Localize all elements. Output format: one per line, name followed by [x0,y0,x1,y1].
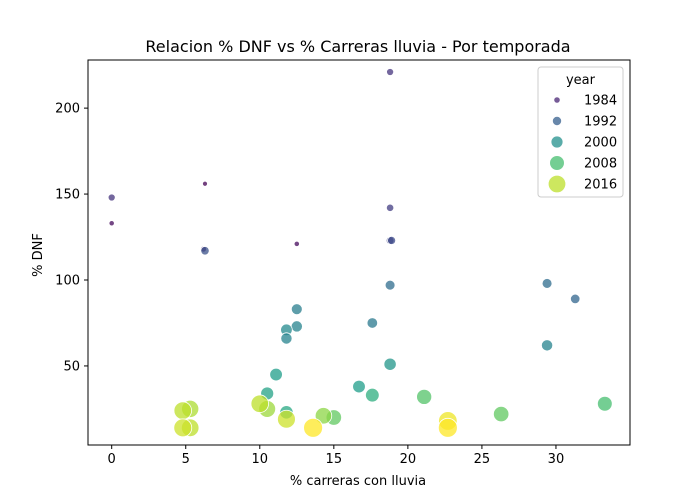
scatter-point [173,418,193,438]
scatter-point [277,409,296,429]
scatter-point [173,401,192,420]
x-axis: 0 5 10 15 20 25 30 [108,445,565,467]
y-axis-label: % DNF [31,233,46,277]
legend-label: 1992 [584,115,617,130]
y-tick-label: 100 [55,274,80,289]
scatter-point [384,279,396,291]
scatter-point [437,417,458,438]
x-tick-label: 0 [108,452,116,467]
x-tick-label: 25 [474,452,491,467]
scatter-point [293,240,300,247]
scatter-point [269,367,283,382]
x-axis-label: % carreras con lluvia [290,474,426,489]
plot-area [107,68,613,438]
scatter-point [250,394,269,413]
legend-label: 2008 [584,157,617,172]
x-tick-label: 10 [252,452,269,467]
legend-title: year [566,73,596,88]
scatter-point [386,68,395,76]
legend-marker [550,135,564,149]
scatter-point [366,317,379,329]
scatter-point [385,203,395,212]
y-axis: 50 100 150 200 [55,102,88,374]
legend: year 1984 1992 2000 2008 2016 [537,66,624,198]
legend-marker [547,174,567,194]
y-tick-label: 50 [63,359,80,374]
x-tick-label: 30 [548,452,565,467]
legend-label: 1984 [584,94,617,109]
scatter-point [314,407,333,425]
scatter-point [387,235,397,245]
x-tick-label: 20 [400,452,417,467]
scatter-point [570,293,581,305]
scatter-point [290,303,303,316]
legend-marker [549,155,565,171]
scatter-point [280,332,293,345]
scatter-point [597,395,613,412]
y-tick-label: 150 [55,188,80,203]
x-tick-label: 5 [182,452,190,467]
scatter-point [108,220,115,227]
scatter-point [383,357,397,371]
y-tick-label: 200 [55,102,80,117]
legend-marker [553,96,561,104]
scatter-point [541,339,554,352]
chart-title: Relacion % DNF vs % Carreras lluvia - Po… [145,37,570,56]
plot-frame [87,59,631,446]
legend-label: 2000 [584,136,617,151]
legend-label: 2016 [584,178,617,193]
x-tick-label: 15 [326,452,343,467]
scatter-point [352,379,366,394]
scatter-point [541,278,553,289]
scatter-point [202,180,208,187]
scatter-point [365,387,380,403]
scatter-point [493,405,510,423]
scatter-point [303,417,323,438]
scatter-point [107,193,116,202]
scatter-point [200,246,210,256]
scatter-point [290,320,303,333]
legend-marker [552,116,563,127]
scatter-point [416,388,433,405]
